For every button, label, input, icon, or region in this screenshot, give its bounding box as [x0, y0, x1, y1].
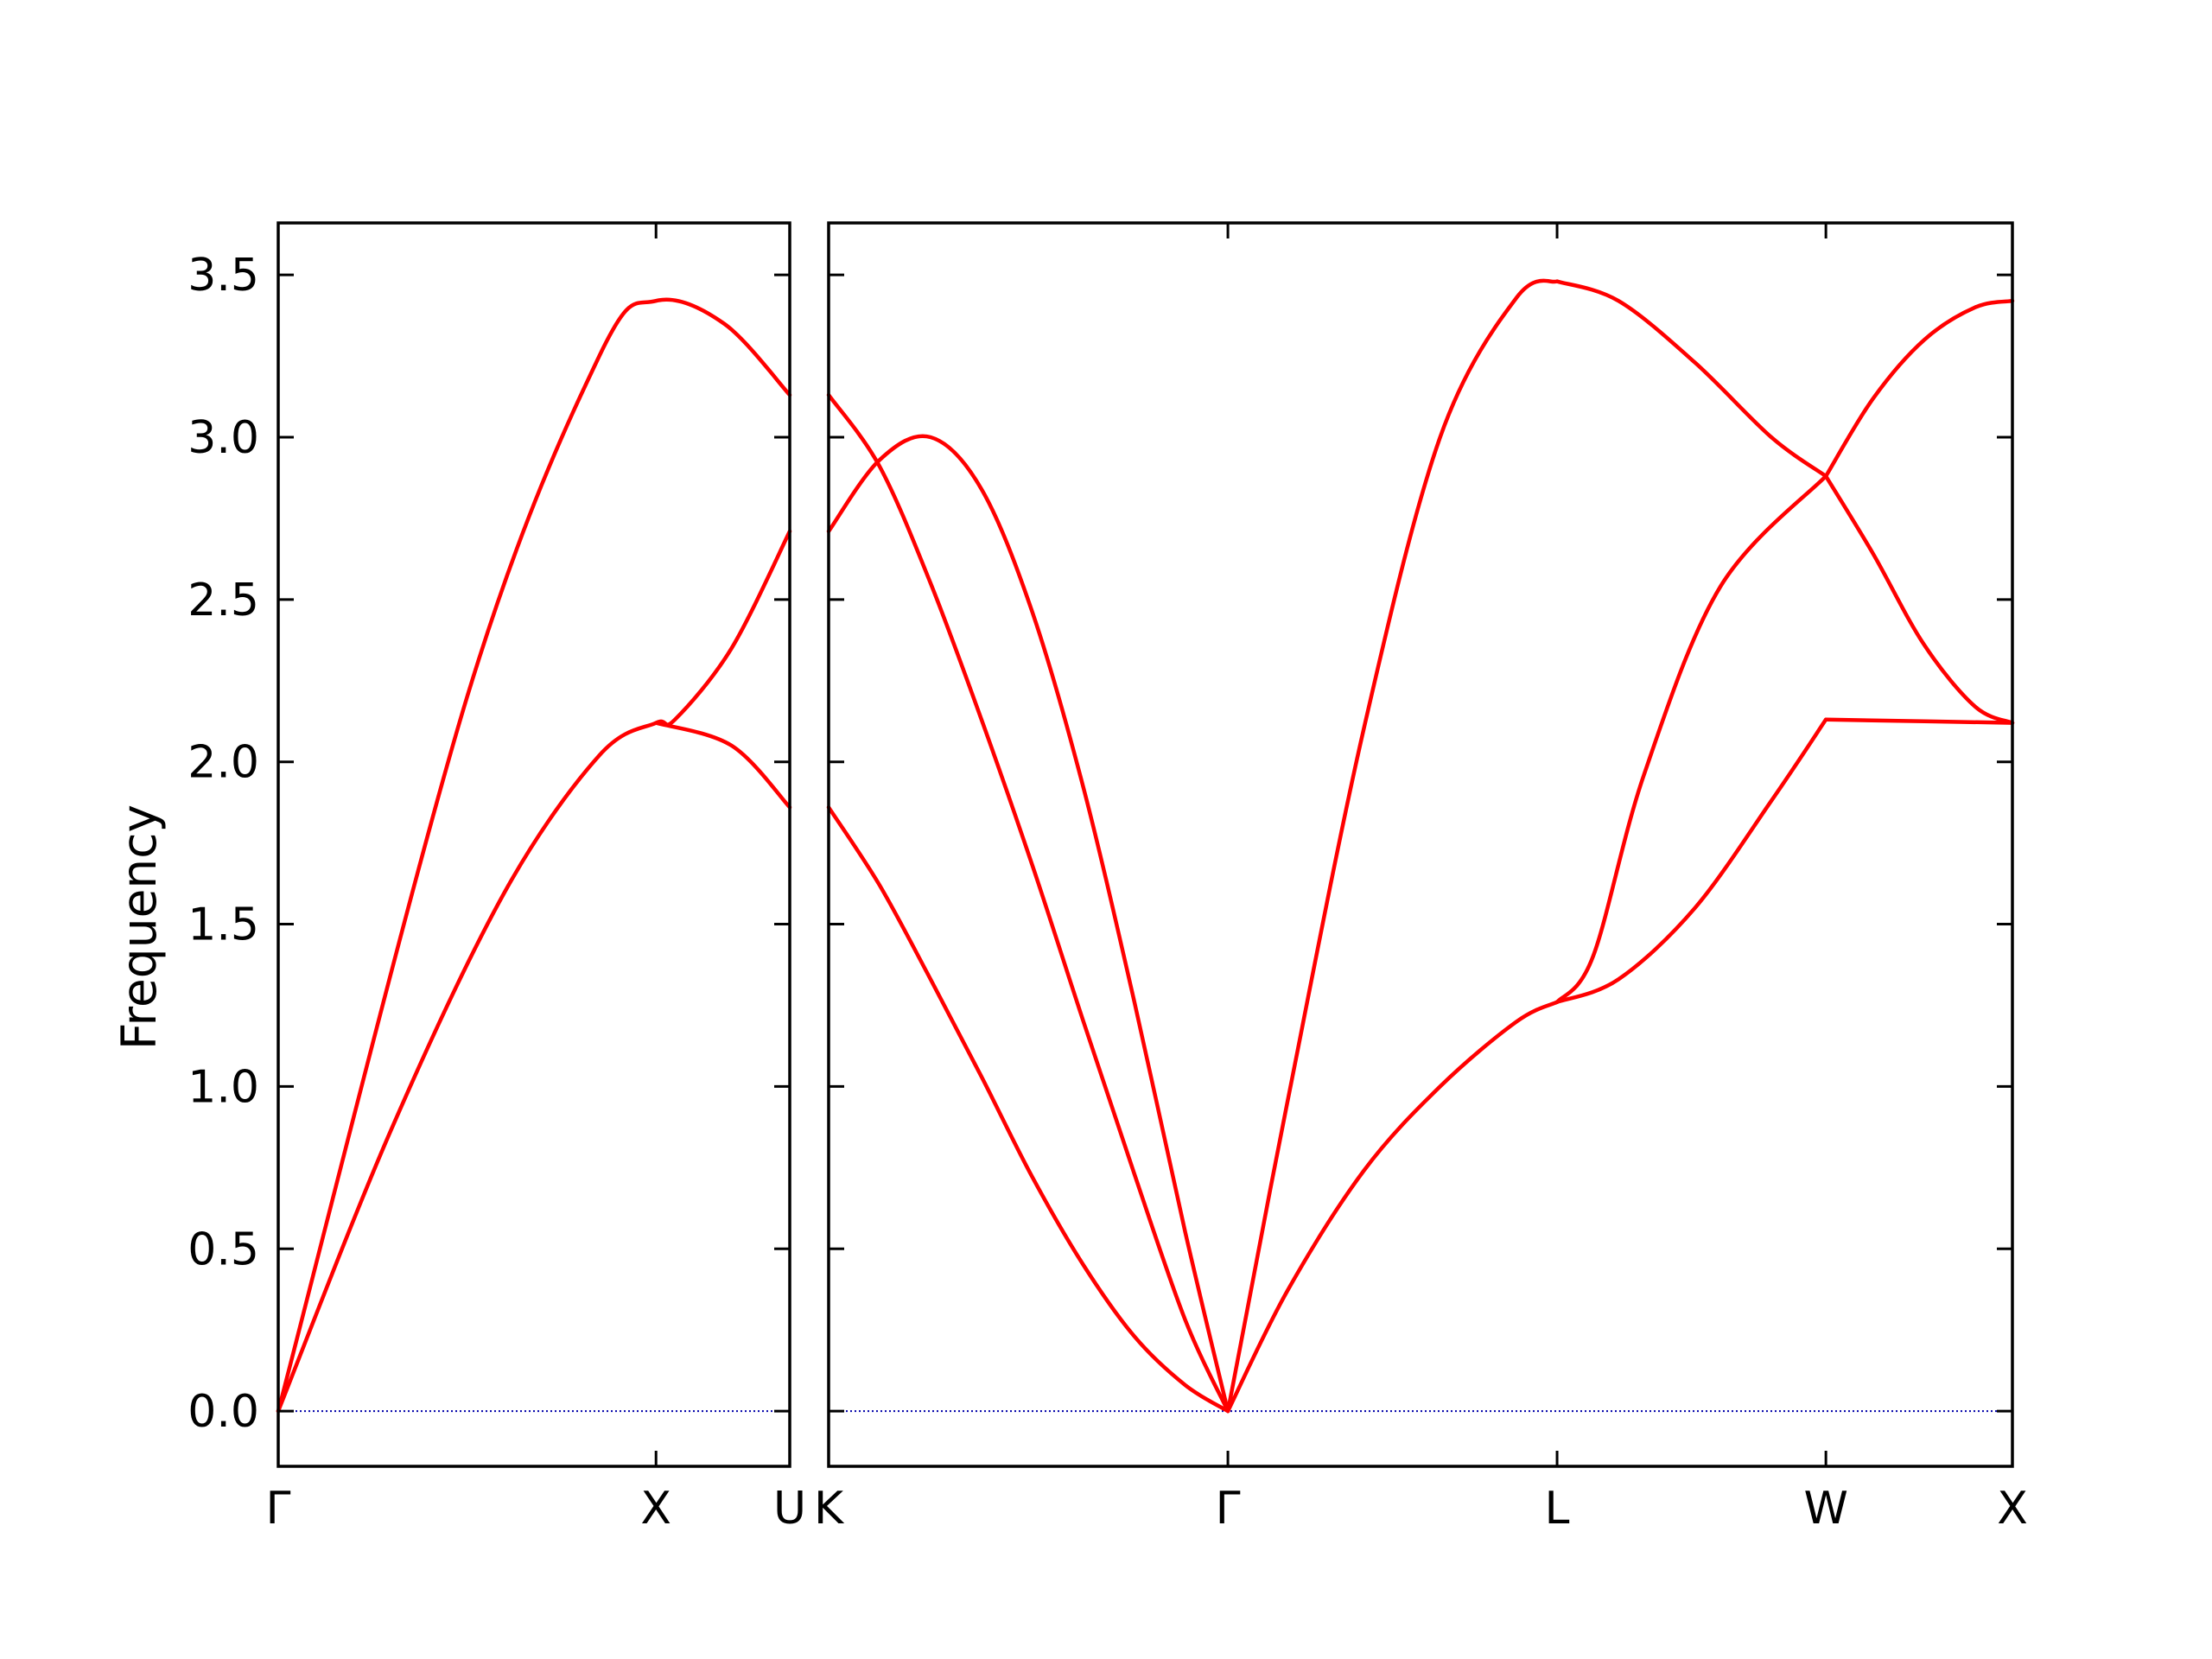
y-tick-label: 3.0 — [188, 412, 259, 464]
y-tick-label: 3.5 — [188, 250, 259, 302]
band-upper — [276, 297, 792, 1414]
band-L-to-W-top — [1554, 279, 1828, 479]
panel-left: 0.0 0.5 1.0 1.5 2.0 2.5 3.0 3.5 Γ X U — [188, 221, 806, 1535]
x-tick-label: L — [1545, 1483, 1570, 1535]
y-tick-label: 1.5 — [188, 899, 259, 951]
plot-frame — [276, 221, 791, 1468]
band-W-to-X-top — [1823, 298, 2015, 479]
band-acoustic-3 — [826, 434, 1230, 1414]
x-tick-label: Γ — [1216, 1483, 1241, 1535]
band-L-to-W-mid — [1554, 474, 1828, 1004]
y-tick-label: 2.0 — [188, 737, 259, 789]
plot-frame — [827, 221, 2014, 1468]
x-tick-label: U — [773, 1483, 806, 1535]
band-lower — [653, 721, 792, 810]
band-acoustic-2 — [826, 392, 1230, 1414]
band-L-to-W-low — [1554, 717, 1828, 1004]
y-tick-label: 1.0 — [188, 1061, 259, 1113]
y-axis-label: Frequency — [111, 804, 167, 1050]
band-middle — [276, 529, 792, 1414]
y-tick-label: 0.5 — [188, 1224, 259, 1275]
x-tick-label: Γ — [266, 1483, 291, 1535]
x-tick-label: X — [640, 1483, 671, 1535]
x-tick-label: W — [1803, 1483, 1847, 1535]
band-low-to-L — [1225, 1000, 1560, 1414]
x-tick-label: X — [1997, 1483, 2028, 1535]
band-acoustic-1 — [826, 805, 1230, 1414]
y-tick-label: 0.0 — [188, 1386, 259, 1438]
band-W-to-X-mid — [1823, 474, 2015, 725]
band-high-to-L — [1225, 278, 1560, 1414]
y-tick-label: 2.5 — [188, 575, 259, 626]
x-tick-label: K — [814, 1483, 845, 1535]
band-W-to-X-low — [1823, 717, 2015, 725]
